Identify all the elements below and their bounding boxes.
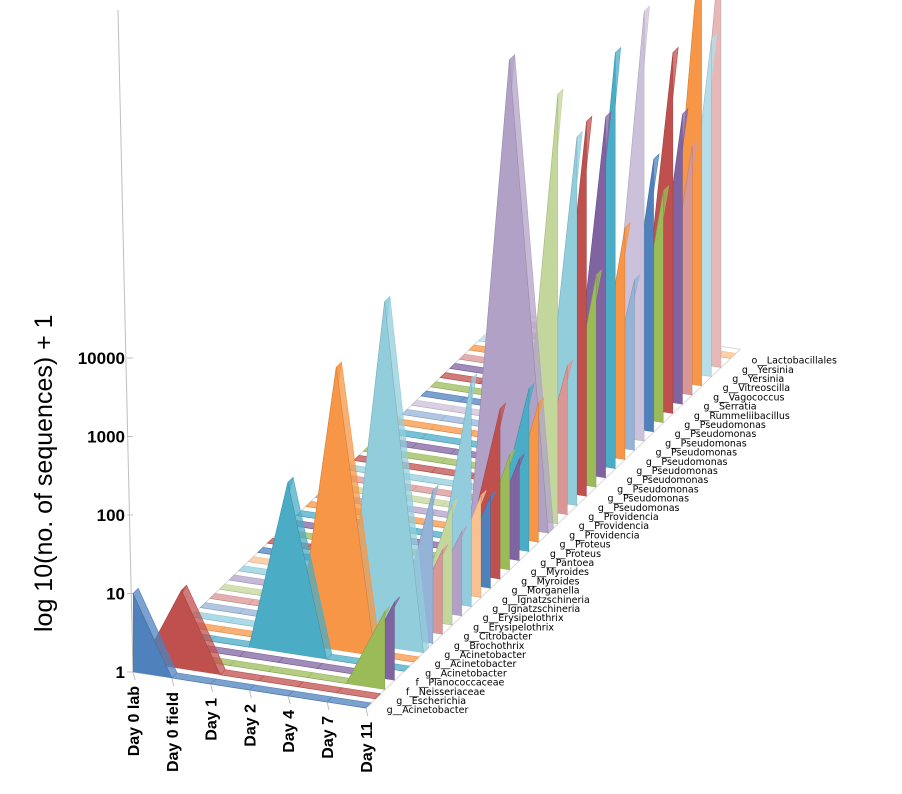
z-tick-label: g__Pseudomonas <box>655 448 737 459</box>
x-tick-mark <box>132 671 136 681</box>
ribbon-face <box>171 482 405 672</box>
x-tick-mark <box>326 701 330 711</box>
x-tick-label: Day 1 <box>204 698 221 741</box>
z-tick-label: g__Acinetobacter <box>444 650 526 661</box>
ribbon-top <box>199 602 245 614</box>
ribbon-top <box>171 672 217 685</box>
ribbon-top <box>219 669 265 682</box>
ribbon-top <box>439 372 485 384</box>
z-tick-label: g__Providencia <box>569 530 639 541</box>
z-tick-label: g__Brochothrix <box>454 641 525 652</box>
ribbon-top <box>297 681 343 694</box>
y-tick-label: 1 <box>116 663 125 682</box>
ribbon-top <box>248 684 295 697</box>
series-layer <box>132 0 737 709</box>
x-tick-label: Day 0 lab <box>126 686 143 756</box>
z-tick-label: g__Pseudomonas <box>598 503 680 514</box>
ribbon-top <box>326 696 372 709</box>
z-ticks: g__Acinetobacterg__Escherichiaf__Neisser… <box>387 356 837 717</box>
z-tick-label: g__Acinetobacter <box>435 659 517 670</box>
ribbon-top <box>209 593 255 605</box>
x-tick-mark <box>210 683 214 693</box>
y-tick-label: 10000 <box>78 349 125 368</box>
z-tick-label: g__Erysipelothrix <box>473 622 554 633</box>
z-tick-label: g__Proteus <box>559 540 610 551</box>
ribbon-top <box>401 451 447 464</box>
ribbon-top <box>306 672 353 684</box>
x-tick-mark <box>287 695 291 705</box>
ribbon-top <box>439 415 486 427</box>
ribbon-top <box>420 433 467 446</box>
ribbon-top <box>384 295 429 654</box>
x-ticks: Day 0 lab Day 0 field Day 1 Day 2 Day 4 Day 7… <box>126 671 376 773</box>
z-tick-label: g__Vitreoscilla <box>723 383 790 394</box>
z-tick-label: g__Rummeliibacillus <box>694 411 790 422</box>
z-tick-label: g__Pseudomonas <box>684 420 766 431</box>
ribbon-top <box>258 675 304 688</box>
ribbon-face <box>152 610 386 690</box>
z-tick-label: g__Proteus <box>550 549 601 560</box>
ribbon-top <box>209 678 256 691</box>
y-axis-line <box>117 9 134 673</box>
z-tick-label: g__Yersinia <box>732 374 784 385</box>
ribbon-top <box>411 442 457 455</box>
z-tick-label: g__Pseudomonas <box>636 466 718 477</box>
x-tick-label: Day 4 <box>281 710 298 753</box>
ribbon-top <box>218 583 265 596</box>
z-tick-label: g__Pseudomonas <box>665 438 747 449</box>
x-tick-mark <box>248 689 252 699</box>
z-tick-label: g__Morganella <box>511 586 579 597</box>
z-tick-label: g__Vagococcus <box>713 392 784 403</box>
z-tick-label: f__Neisseriaceae <box>406 687 485 698</box>
ribbon-top <box>420 390 466 403</box>
ribbon-top <box>335 687 382 700</box>
y-axis-label: log 10(no. of sequences) + 1 <box>30 314 58 632</box>
z-tick-label: g__Escherichia <box>396 696 466 707</box>
series-1 <box>132 587 372 709</box>
ribbon-top <box>238 651 285 663</box>
z-tick-label: g__Providencia <box>579 521 649 532</box>
y-tick-label: 1000 <box>87 428 125 447</box>
ribbon-face <box>142 589 376 700</box>
z-tick-label: g__Pseudomonas <box>646 457 728 468</box>
z-tick-label: g__Pantoea <box>540 558 594 569</box>
ribbon-face <box>132 593 366 709</box>
z-tick-label: g__Acinetobacter <box>425 668 507 679</box>
z-tick-label: g__Yersinia <box>742 365 794 376</box>
z-tick-label: g__Providencia <box>588 512 658 523</box>
ribbon-top <box>287 690 333 703</box>
ribbon-top <box>209 635 255 648</box>
z-tick-label: g__Myroides <box>521 576 579 587</box>
z-tick-label: g__Pseudomonas <box>675 429 757 440</box>
z-tick-label: g__Pseudomonas <box>617 484 699 495</box>
z-tick-label: g__Pseudomonas <box>607 494 689 505</box>
ribbon-top <box>410 399 457 412</box>
y-ticks: 1 10 100 1000 10000 <box>78 349 133 682</box>
ribbon-top <box>229 660 275 672</box>
z-tick-label: g__Myroides <box>531 567 589 578</box>
x-tick-label: Day 7 <box>320 716 337 759</box>
ribbon-top <box>277 657 323 669</box>
z-tick-label: g__Ignatzschineria <box>492 604 580 615</box>
y-tick-label: 100 <box>97 506 125 525</box>
ribbon-top <box>429 381 476 394</box>
z-tick-label: g__Acinetobacter <box>387 705 469 716</box>
x-tick-mark <box>365 707 369 717</box>
x-tick-mark <box>171 677 175 687</box>
x-tick-label: Day 2 <box>242 704 259 747</box>
z-tick-label: g__Ignatzschineria <box>502 595 590 606</box>
x-tick-label: Day 11 <box>359 722 376 773</box>
series-5 <box>170 476 411 672</box>
x-tick-label: Day 0 field <box>165 692 182 772</box>
z-tick-label: g__Pseudomonas <box>627 475 709 486</box>
z-tick-label: g__Citrobacter <box>463 632 532 643</box>
ribbon-top <box>267 666 314 678</box>
z-tick-label: o__Lactobacillales <box>751 356 836 367</box>
z-tick-label: g__Erysipelothrix <box>483 613 564 624</box>
z-tick-label: f__Planococcaceae <box>415 678 504 689</box>
ribbon-top <box>401 409 447 421</box>
z-tick-label: g__Serratia <box>703 402 756 413</box>
y-tick-label: 10 <box>106 585 125 604</box>
